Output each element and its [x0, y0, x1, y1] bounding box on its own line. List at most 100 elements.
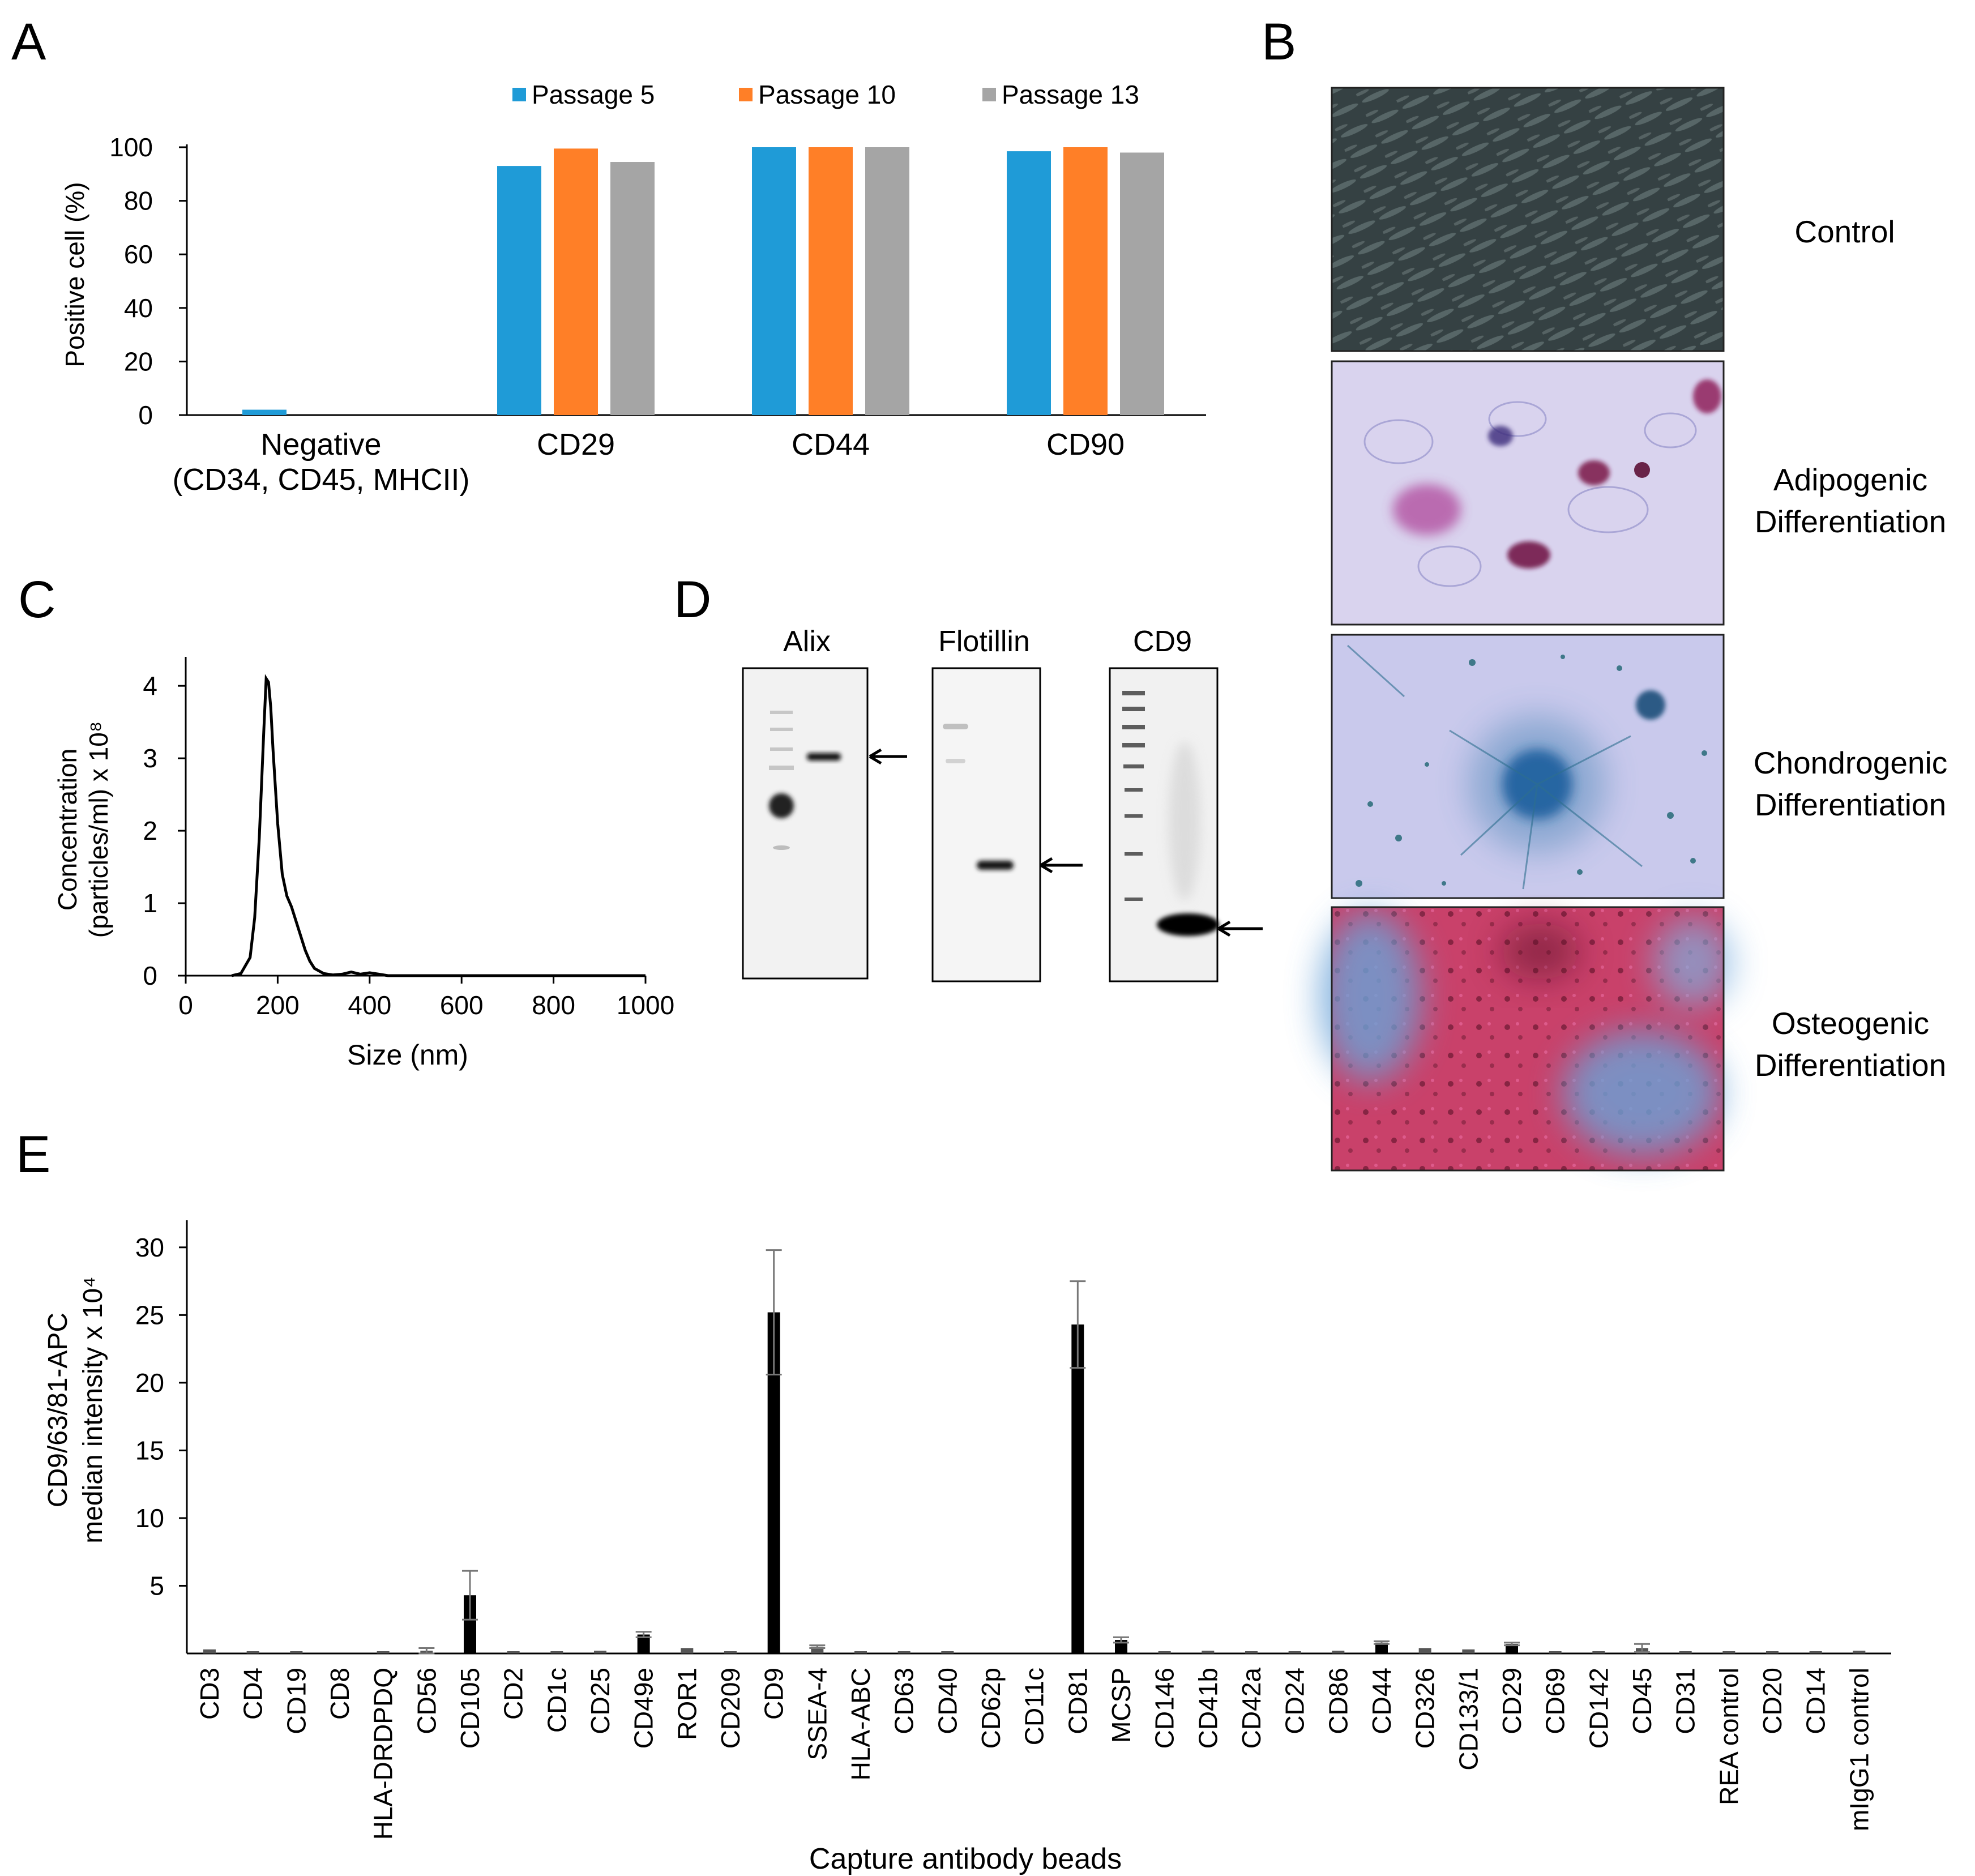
panel-b-label: Osteogenic — [1772, 1006, 1929, 1041]
panel-a-category-label: CD29 — [537, 428, 615, 461]
panel-c-y-axis-label-line2: (particles/ml) x 10⁸ — [84, 721, 113, 938]
arrow-icon — [869, 748, 907, 765]
panel-a-y-tick-label: 40 — [124, 293, 153, 323]
panel-a-y-tick-label: 100 — [109, 133, 153, 162]
panel-a-bar — [752, 147, 796, 415]
panel-b-label: Control — [1794, 214, 1895, 249]
panel-e-y-axis-label-line1: CD9/63/81-APC — [43, 1313, 73, 1507]
panel-e-bar — [1418, 1648, 1431, 1653]
panel-c-y-tick-label: 3 — [143, 743, 157, 773]
panel-a-legend-swatch — [739, 88, 753, 101]
panel-e-category-label: HLA-ABC — [846, 1668, 875, 1780]
panel-e-bar — [507, 1651, 520, 1653]
panel-c-x-tick-label: 0 — [178, 990, 193, 1020]
panel-b-differentiation-images: Control Adipogenic Differentiation Chondrog… — [1319, 87, 1947, 1172]
panel-e-bar — [1809, 1651, 1822, 1653]
panel-c-axes: 0 1 2 3 4 0 200 400 600 800 1000 — [143, 657, 674, 1020]
panel-c-x-axis-label: Size (nm) — [347, 1039, 468, 1071]
panel-e-category-label: CD9 — [759, 1668, 789, 1720]
panel-a-legend-swatch — [982, 88, 996, 101]
panel-e-bar — [203, 1649, 216, 1653]
panel-e-bar — [1722, 1651, 1735, 1653]
panel-a-legend-label: Passage 10 — [758, 80, 896, 109]
adipogenic-micrograph — [1331, 360, 1725, 626]
panel-e-category-label: CD49e — [629, 1668, 659, 1749]
chondrogenic-micrograph — [1331, 634, 1725, 899]
panel-c-y-axis-label-line1: Concentration — [53, 749, 82, 911]
panel-c-x-tick-label: 1000 — [617, 990, 674, 1020]
panel-e-bar — [1071, 1324, 1084, 1653]
panel-e-category-label: CD1c — [542, 1668, 571, 1733]
panel-a-bar — [865, 147, 909, 415]
panel-a-bar-chart: Passage 5 Passage 10 Passage 13 0 20 40 60 80 1… — [60, 80, 1206, 497]
panel-e-bar — [594, 1651, 606, 1653]
panel-b-label: Differentiation — [1755, 1048, 1946, 1083]
panel-e-category-label: CD45 — [1627, 1668, 1657, 1734]
panel-e-bar — [464, 1595, 476, 1653]
panel-e-category-label: HLA-DRDPDQ — [369, 1668, 398, 1840]
panel-c-y-tick-label: 0 — [143, 961, 157, 990]
panel-e-y-tick-label: 5 — [149, 1571, 164, 1600]
panel-e-category-label: CD69 — [1541, 1668, 1570, 1734]
osteogenic-micrograph — [1319, 906, 1733, 1172]
panel-a-legend-label: Passage 13 — [1002, 80, 1139, 109]
panel-e-y-tick-label: 30 — [135, 1233, 164, 1262]
panel-b-label: Differentiation — [1755, 787, 1946, 822]
panel-e-category-label: CD8 — [325, 1668, 354, 1720]
panel-e-bar — [941, 1651, 954, 1653]
blot-label-alix: Alix — [783, 625, 831, 658]
panel-e-category-label: CD81 — [1063, 1668, 1092, 1734]
panel-c-x-tick-label: 800 — [532, 990, 575, 1020]
panel-e-bar — [1375, 1642, 1388, 1653]
panel-a-bar — [554, 148, 598, 415]
panel-e-category-label: CD63 — [890, 1668, 919, 1734]
panel-e-bars — [203, 1249, 1866, 1655]
panel-e-bar — [767, 1312, 780, 1653]
panel-e-category-label: CD20 — [1758, 1668, 1787, 1734]
panel-c-size-distribution: 0 1 2 3 4 0 200 400 600 800 1000 Size (nm) Concent… — [53, 657, 674, 1071]
panel-e-category-label: CD41b — [1193, 1668, 1222, 1749]
panel-e-bar — [1766, 1651, 1779, 1653]
panel-e-category-label: CD42a — [1237, 1668, 1266, 1749]
panel-e-bar — [1158, 1651, 1171, 1653]
blot-label-flotillin: Flotillin — [938, 625, 1030, 658]
panel-e-category-label: CD56 — [412, 1668, 441, 1734]
panel-e-bar — [637, 1634, 650, 1653]
panel-e-category-label: CD142 — [1584, 1668, 1613, 1749]
panel-e-category-label: CD4 — [238, 1668, 268, 1720]
panel-e-category-label: CD86 — [1323, 1668, 1353, 1734]
panel-letter-b: B — [1262, 13, 1296, 71]
panel-e-axes: 5 10 15 20 25 30 — [135, 1220, 1891, 1655]
panel-b-label: Adipogenic — [1773, 462, 1927, 497]
panel-a-y-tick-label: 0 — [138, 400, 153, 430]
panel-a-bar — [610, 162, 655, 415]
panel-e-category-label: REA control — [1714, 1668, 1743, 1805]
panel-e-category-label: CD40 — [933, 1668, 962, 1734]
arrow-icon — [1040, 857, 1083, 874]
panel-e-category-label: CD44 — [1367, 1668, 1396, 1734]
panel-d-western-blots: Alix Flotillin CD9 — [742, 625, 1263, 982]
panel-e-category-label: SSEA-4 — [802, 1668, 832, 1760]
panel-letter-a: A — [11, 13, 46, 71]
panel-a-bars — [242, 147, 1164, 415]
panel-e-category-labels: CD3 CD4 CD19 CD8 HLA-DRDPDQ CD56 CD105 CD2 CD1c C… — [195, 1668, 1874, 1840]
panel-a-y-tick-label: 60 — [124, 240, 153, 269]
panel-e-category-label: CD19 — [281, 1668, 311, 1734]
panel-e-category-label: CD14 — [1801, 1668, 1831, 1734]
size-distribution-line — [231, 674, 645, 977]
panel-a-category-label: CD44 — [792, 428, 870, 461]
panel-e-category-label: CD24 — [1280, 1668, 1310, 1734]
panel-e-category-label: CD105 — [455, 1668, 485, 1749]
panel-e-category-label: MCSP — [1106, 1668, 1136, 1743]
panel-e-category-label: ROR1 — [672, 1668, 702, 1740]
panel-b-label: Differentiation — [1755, 504, 1946, 539]
panel-e-x-axis-label: Capture antibody beads — [809, 1843, 1122, 1875]
panel-a-bar — [242, 409, 287, 415]
panel-a-legend-label: Passage 5 — [532, 80, 655, 109]
panel-e-bar — [1679, 1651, 1692, 1653]
control-micrograph — [1331, 87, 1725, 352]
panel-a-y-tick-label: 80 — [124, 186, 153, 216]
panel-e-category-label: CD133/1 — [1454, 1668, 1483, 1771]
